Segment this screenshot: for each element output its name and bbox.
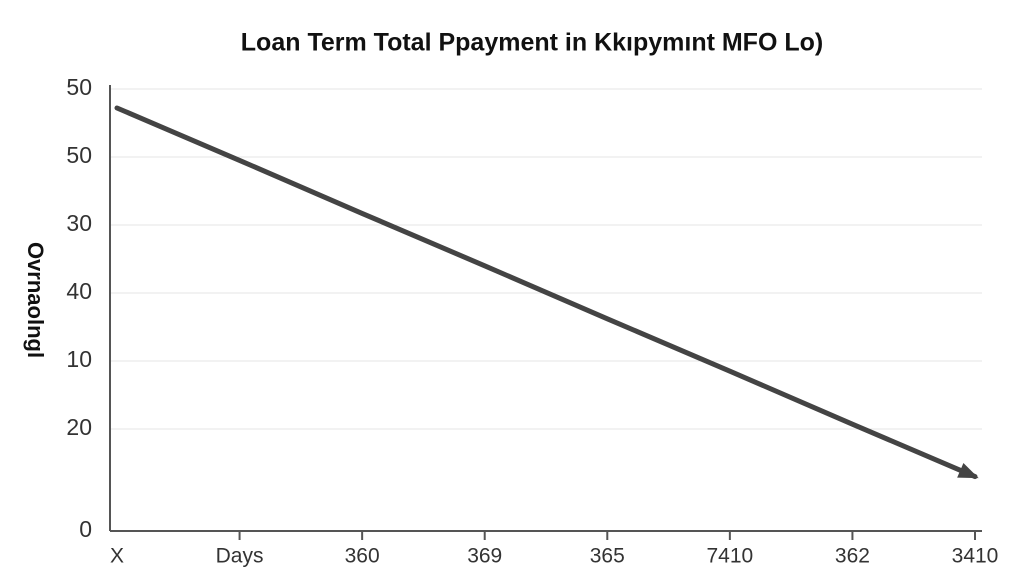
x-tick-label: 360	[345, 545, 380, 568]
y-tick-label: 50	[66, 74, 92, 100]
y-tick-label: 40	[66, 278, 92, 304]
y-tick-label: 50	[66, 142, 92, 168]
y-tick-label: 20	[66, 414, 92, 440]
x-tick-label: X	[110, 545, 124, 568]
x-tick-label: Days	[216, 545, 264, 568]
x-tick-label: 362	[835, 545, 870, 568]
arrow-head	[957, 462, 979, 479]
y-axis-label: Ovrnaolngl	[23, 242, 48, 358]
x-tick-label: 3410	[952, 545, 999, 568]
chart-title: Loan Term Total Ppayment in Kkıpymınt MF…	[241, 29, 823, 57]
x-tick-label: 7410	[706, 545, 753, 568]
line-series	[114, 105, 978, 480]
y-tick-label: 30	[66, 210, 92, 236]
x-tick-label: 369	[467, 545, 502, 568]
x-tick-label: 365	[590, 545, 625, 568]
y-tick-label: 0	[79, 516, 92, 542]
y-tick-label: 10	[66, 346, 92, 372]
